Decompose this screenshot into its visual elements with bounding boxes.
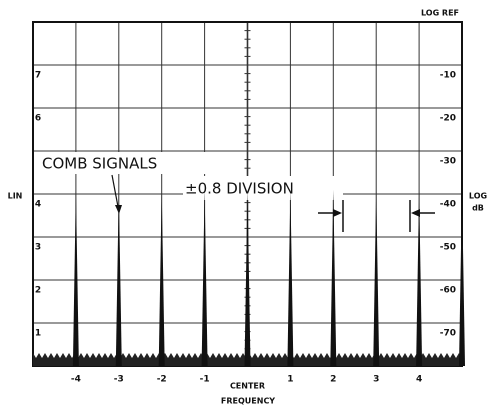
comb-signal — [416, 189, 423, 366]
y2-axis-label: LOG — [469, 192, 487, 201]
comb-signal — [72, 189, 79, 366]
annotation: COMB SIGNALS — [42, 155, 157, 173]
x-tick-label: -1 — [200, 375, 210, 385]
comb-signal — [244, 189, 251, 366]
comb-signal — [459, 189, 465, 366]
x-tick-label: CENTER — [230, 382, 265, 391]
y-tick-label: 6 — [35, 114, 41, 124]
comb-signal — [201, 189, 208, 366]
y2-tick-label: -10 — [440, 71, 456, 81]
y-tick-label: 1 — [35, 329, 41, 339]
label-backdrop — [40, 152, 210, 174]
x-tick-label: 4 — [416, 375, 422, 385]
comb-signal — [115, 189, 122, 366]
x-tick-label: 2 — [330, 375, 336, 385]
comb-signal — [373, 189, 380, 366]
y2-tick-label: -70 — [440, 329, 456, 339]
y2-tick-label: -50 — [440, 243, 456, 253]
label-backdrop — [183, 176, 343, 200]
y2-axis-unit: dB — [472, 204, 484, 213]
y-tick-label: 4 — [35, 200, 41, 210]
x-tick-label: 3 — [373, 375, 379, 385]
y2-tick-label: -30 — [440, 157, 456, 167]
x-tick-label: -3 — [114, 375, 124, 385]
y-tick-label: 7 — [35, 71, 41, 81]
chart-title: LOG REF — [421, 9, 459, 18]
comb-signal — [287, 189, 294, 366]
y2-tick-label: -60 — [440, 286, 456, 296]
x-axis-label: FREQUENCY — [221, 397, 275, 406]
x-tick-label: 1 — [287, 375, 293, 385]
arrow-head — [411, 209, 420, 217]
x-tick-label: -2 — [157, 375, 167, 385]
y-tick-label: 3 — [35, 243, 41, 253]
annotation: ±0.8 DIVISION — [185, 180, 294, 198]
y-tick-label: 2 — [35, 286, 41, 296]
x-tick-label: -4 — [71, 375, 81, 385]
arrow-head — [333, 209, 342, 217]
comb-signal — [330, 189, 337, 366]
comb-signal — [158, 189, 165, 366]
y-axis-label: LIN — [8, 192, 23, 201]
y2-tick-label: -20 — [440, 114, 456, 124]
y2-tick-label: -40 — [440, 200, 456, 210]
